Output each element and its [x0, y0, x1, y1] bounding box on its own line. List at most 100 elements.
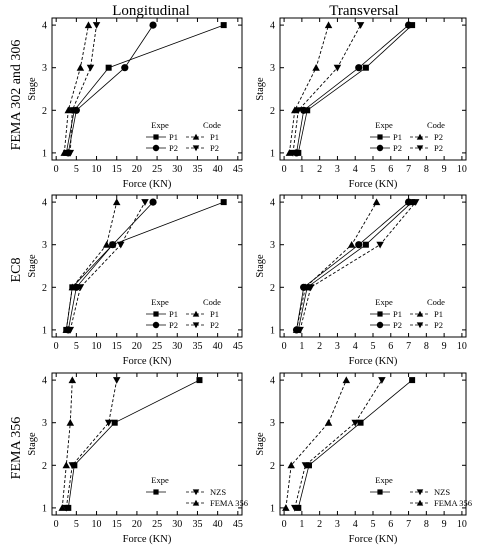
- x-tick-label: 30: [172, 164, 182, 175]
- legend-marker: [153, 311, 159, 317]
- data-point: [362, 241, 369, 248]
- series-line: [294, 379, 383, 509]
- data-point: [220, 199, 227, 206]
- x-tick-label: 5: [74, 519, 79, 530]
- data-point: [333, 64, 342, 72]
- y-axis-label: Stage: [27, 432, 38, 456]
- data-point: [289, 149, 297, 157]
- chart-panel-1-0: 0 5 10 15 20 25 30 35 40 45 1 2 3 4 Force (KN) Stage Exp…: [27, 194, 243, 367]
- legend-label: FEMA 356: [434, 498, 472, 508]
- legend-label: P1: [169, 132, 178, 142]
- x-tick-label: 6: [388, 519, 393, 530]
- legend-label: P2: [393, 320, 402, 330]
- data-point: [324, 418, 333, 426]
- y-tick-label: 3: [270, 418, 275, 429]
- data-point: [282, 504, 290, 511]
- legend-marker: [377, 311, 383, 317]
- x-tick-label: 25: [152, 519, 162, 530]
- series-code-p2: [296, 199, 420, 334]
- data-point: [76, 63, 85, 71]
- legend-marker: [192, 133, 200, 140]
- series-expe-p2: [64, 198, 157, 334]
- legend-label: NZS: [434, 487, 450, 497]
- series-line: [297, 24, 413, 153]
- x-tick-label: 2: [317, 519, 322, 530]
- x-tick-label: 4: [353, 341, 358, 352]
- data-point: [58, 504, 66, 511]
- data-point: [376, 241, 384, 249]
- data-point: [285, 149, 294, 156]
- y-tick-label: 1: [42, 148, 47, 159]
- legend-label: P2: [210, 320, 219, 330]
- series-line: [69, 201, 146, 331]
- data-point: [117, 241, 125, 249]
- y-tick-label: 4: [270, 198, 275, 209]
- series-expe-p1: [63, 22, 227, 156]
- legend-header: Expe: [375, 475, 393, 485]
- x-tick-label: 8: [424, 341, 429, 352]
- y-tick-label: 3: [270, 240, 275, 251]
- data-point: [305, 462, 312, 469]
- y-tick-label: 4: [270, 376, 275, 387]
- series-expe-p2: [64, 21, 157, 157]
- series-code-fema-356: [58, 376, 77, 511]
- column-title-transversal: Transversal: [329, 3, 398, 19]
- legend-label: P2: [434, 132, 443, 142]
- x-tick-label: 6: [388, 164, 393, 175]
- data-point: [86, 64, 95, 72]
- data-point: [68, 107, 77, 115]
- x-tick-label: 15: [112, 164, 122, 175]
- data-point: [66, 418, 75, 426]
- plot-frame: [51, 194, 243, 338]
- series-line: [297, 201, 413, 330]
- x-tick-label: 5: [371, 164, 376, 175]
- legend-header: Expe: [375, 120, 393, 130]
- x-tick-label: 20: [132, 519, 142, 530]
- legend-label: P1: [210, 132, 219, 142]
- data-point: [378, 377, 386, 384]
- y-tick-label: 3: [42, 63, 47, 74]
- data-point: [324, 21, 333, 29]
- y-axis-label: Stage: [255, 254, 266, 278]
- y-tick-label: 3: [42, 240, 47, 251]
- x-tick-label: 25: [152, 341, 162, 352]
- series-code-p2: [285, 21, 333, 156]
- legend-header: Code: [427, 297, 445, 307]
- data-point: [102, 240, 111, 248]
- series-line: [297, 379, 413, 508]
- x-tick-label: 5: [371, 341, 376, 352]
- y-axis-label: Stage: [27, 77, 38, 101]
- y-tick-label: 3: [42, 418, 47, 429]
- series-line: [65, 380, 118, 508]
- legend-label: P1: [210, 309, 219, 319]
- legend-label: P2: [393, 143, 402, 153]
- x-tick-label: 0: [282, 341, 287, 352]
- y-axis-label: Stage: [27, 254, 38, 278]
- data-point: [66, 149, 75, 157]
- data-point: [68, 462, 77, 470]
- series-code-p1: [292, 198, 381, 333]
- data-point: [342, 376, 351, 384]
- legend-marker: [192, 310, 200, 317]
- x-tick-label: 7: [406, 519, 411, 530]
- series-code-nzs: [291, 377, 386, 512]
- x-tick-label: 25: [152, 164, 162, 175]
- y-tick-label: 1: [270, 325, 275, 336]
- legend-marker: [192, 499, 200, 506]
- data-point: [351, 419, 359, 427]
- legend-marker: [152, 144, 160, 152]
- legend-marker: [416, 322, 424, 329]
- series-code-p1: [62, 198, 121, 333]
- legend-marker: [376, 321, 384, 329]
- y-tick-label: 2: [270, 283, 275, 294]
- data-point: [66, 326, 75, 334]
- data-point: [64, 106, 73, 114]
- data-point: [292, 326, 301, 333]
- y-tick-label: 2: [270, 461, 275, 472]
- data-point: [372, 198, 381, 206]
- x-tick-label: 2: [317, 341, 322, 352]
- x-tick-label: 10: [92, 341, 102, 352]
- legend-header: Code: [203, 120, 221, 130]
- data-point: [112, 198, 121, 206]
